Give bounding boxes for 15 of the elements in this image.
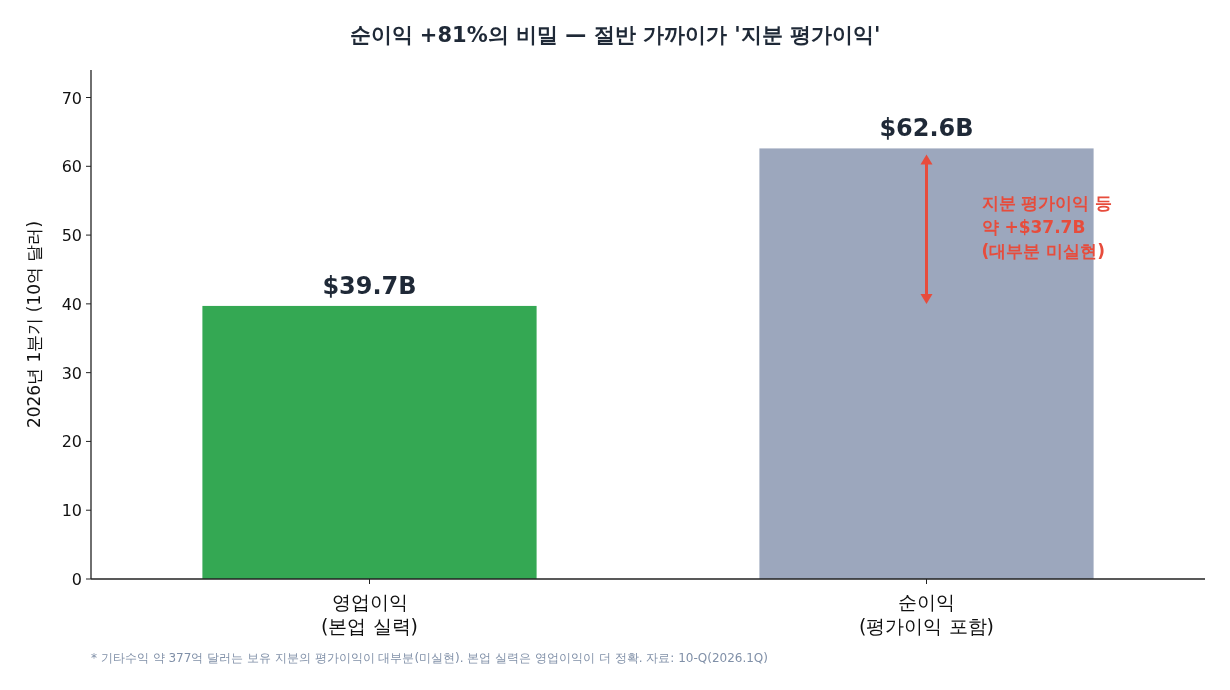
y-axis-title: 2026년 1분기 (10억 달러) [24,220,44,429]
y-tick-label: 60 [61,157,82,177]
data-label: $62.6B [879,114,974,143]
data-label: $39.7B [322,271,417,300]
y-tick-label: 20 [61,432,82,452]
y-tick-label: 50 [61,226,82,246]
y-tick-label: 30 [61,363,82,383]
x-tick-label: 순이익 (평가이익 포함) [859,591,994,637]
chart-title: 순이익 +81%의 비밀 — 절반 가까이가 '지분 평가이익' [349,23,881,47]
y-tick-label: 70 [61,88,82,108]
text: * 기타수익 약 377억 달러는 보유 지분의 평가이익이 대부분(미실현). 본업 실력은 영업이익이 더 정확. 자료: 10-Q(2026.1Q) [91,651,768,665]
y-tick-label: 0 [71,570,82,589]
y-tick-label: 40 [61,294,82,314]
x-tick-label: 영업이익 (본업 실력) [321,591,418,637]
y-tick-label: 10 [61,501,82,521]
